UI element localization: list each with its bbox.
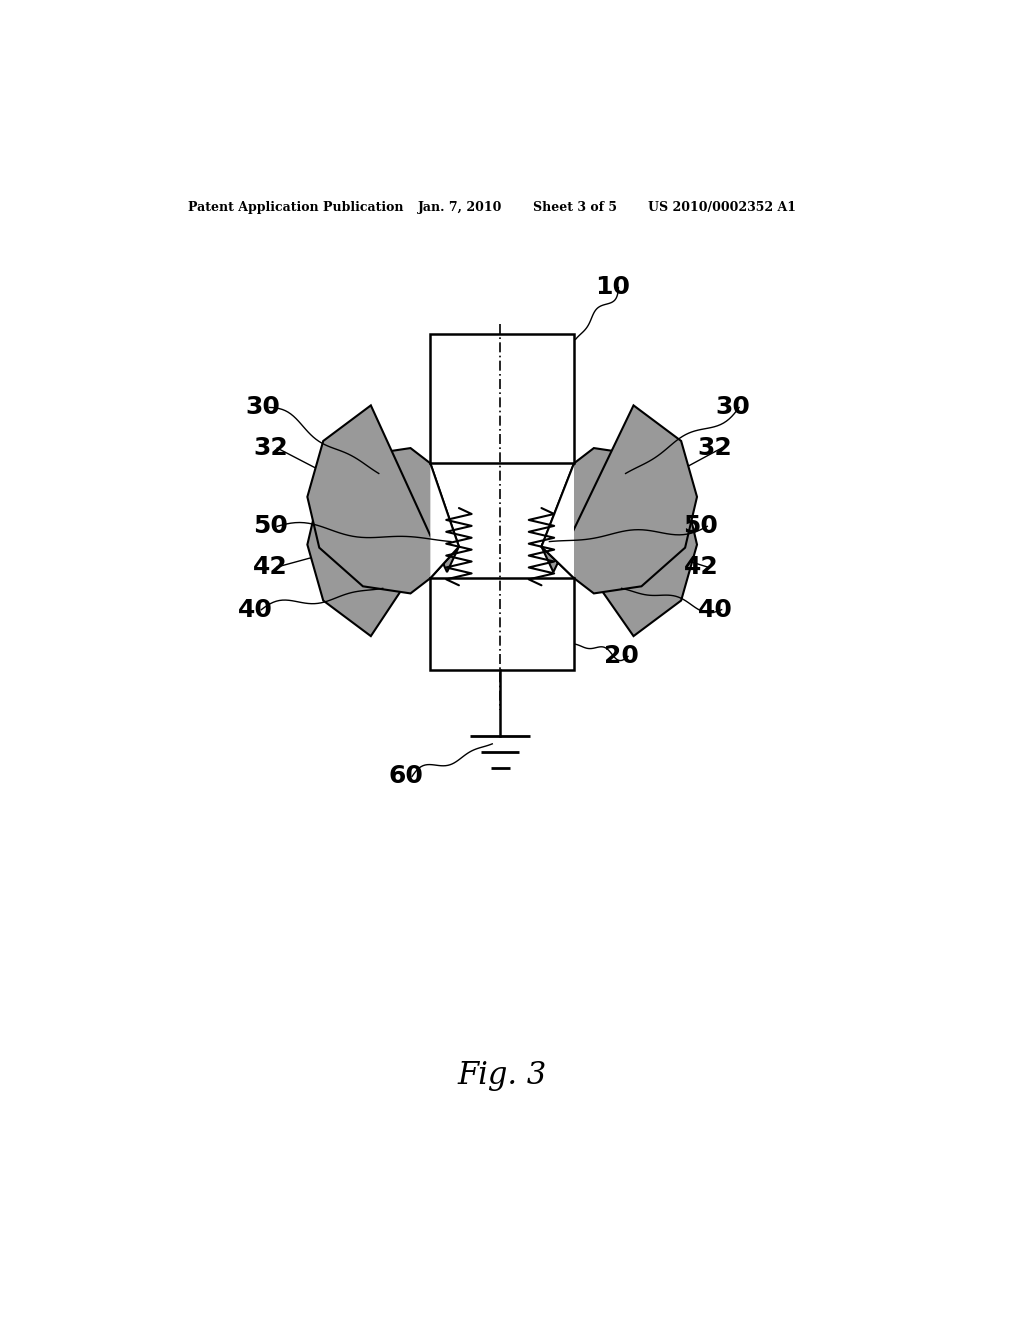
Text: Patent Application Publication: Patent Application Publication [187, 201, 403, 214]
Bar [430, 578, 574, 669]
Text: 42: 42 [253, 554, 288, 579]
Text: US 2010/0002352 A1: US 2010/0002352 A1 [648, 201, 796, 214]
Polygon shape [307, 405, 459, 594]
Polygon shape [542, 447, 697, 636]
Polygon shape [430, 463, 459, 578]
Text: 30: 30 [715, 396, 751, 420]
Text: Jan. 7, 2010: Jan. 7, 2010 [418, 201, 502, 214]
Text: 32: 32 [697, 436, 732, 461]
Text: 50: 50 [684, 515, 719, 539]
Text: Fig. 3: Fig. 3 [458, 1060, 547, 1090]
Text: 32: 32 [253, 436, 288, 461]
Text: 42: 42 [684, 554, 718, 579]
Bar [430, 334, 574, 463]
Text: 60: 60 [388, 764, 423, 788]
Text: 50: 50 [253, 515, 289, 539]
Text: 40: 40 [238, 598, 272, 622]
Text: Sheet 3 of 5: Sheet 3 of 5 [532, 201, 616, 214]
Polygon shape [542, 405, 697, 594]
Text: 30: 30 [246, 396, 281, 420]
Text: 20: 20 [604, 644, 639, 668]
Polygon shape [542, 463, 574, 578]
Text: 10: 10 [595, 276, 630, 300]
Text: 40: 40 [697, 598, 733, 622]
Polygon shape [307, 447, 459, 636]
